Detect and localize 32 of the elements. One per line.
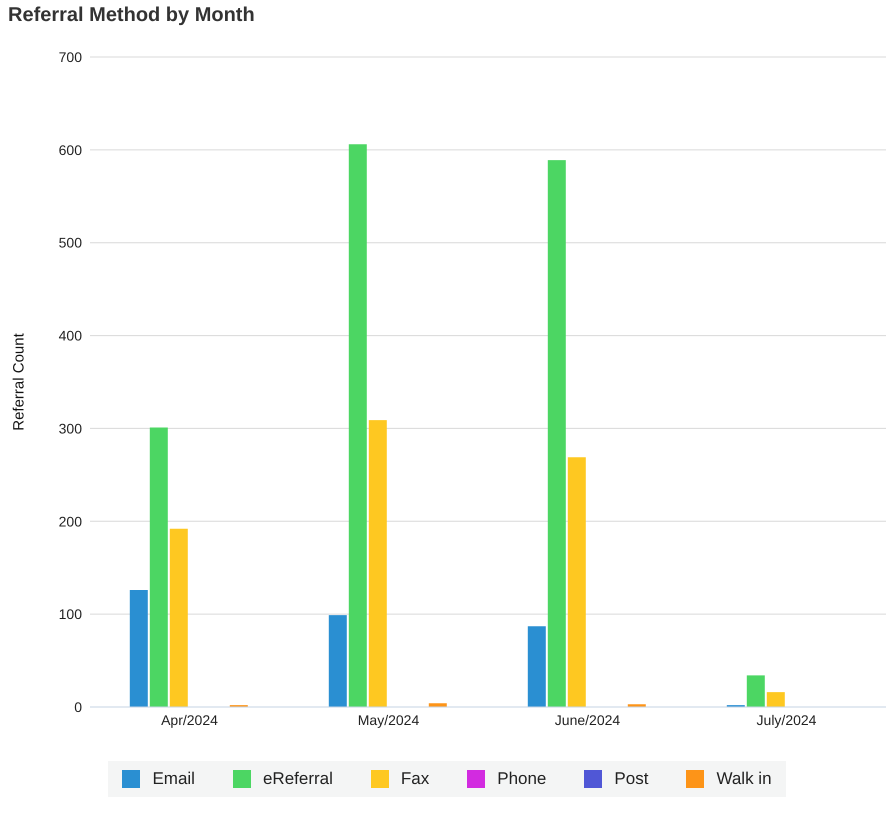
bar [766, 692, 785, 707]
bar [328, 615, 347, 707]
bar [170, 528, 188, 707]
y-tick-label: 700 [58, 48, 82, 65]
legend-label: Walk in [715, 769, 772, 789]
bar [746, 675, 765, 707]
x-tick-label: July/2024 [756, 712, 817, 728]
x-tick-label: Apr/2024 [161, 712, 218, 728]
legend-label: Fax [400, 769, 430, 789]
bar [130, 590, 148, 707]
chart-title: Referral Method by Month [8, 4, 256, 27]
y-tick-label: 400 [58, 328, 82, 344]
y-tick-label: 0 [74, 698, 82, 715]
bar [348, 144, 367, 707]
x-tick-label: May/2024 [358, 712, 420, 728]
y-tick-label: 300 [58, 420, 82, 436]
bar [548, 160, 566, 707]
bar [568, 457, 586, 707]
bar [528, 626, 546, 707]
y-tick-label: 500 [58, 234, 82, 251]
y-tick-label: 100 [58, 606, 82, 622]
legend-label: Post [613, 769, 648, 789]
legend-label: eReferral [262, 769, 333, 789]
y-tick-label: 600 [58, 142, 82, 158]
bar [628, 704, 646, 707]
y-axis-title: Referral Count [10, 332, 28, 431]
bar [150, 428, 168, 707]
bar [368, 420, 387, 707]
x-tick-label: June/2024 [554, 712, 620, 728]
legend-label: Email [151, 769, 195, 789]
y-tick-label: 200 [58, 513, 82, 530]
legend-label: Phone [496, 769, 546, 789]
